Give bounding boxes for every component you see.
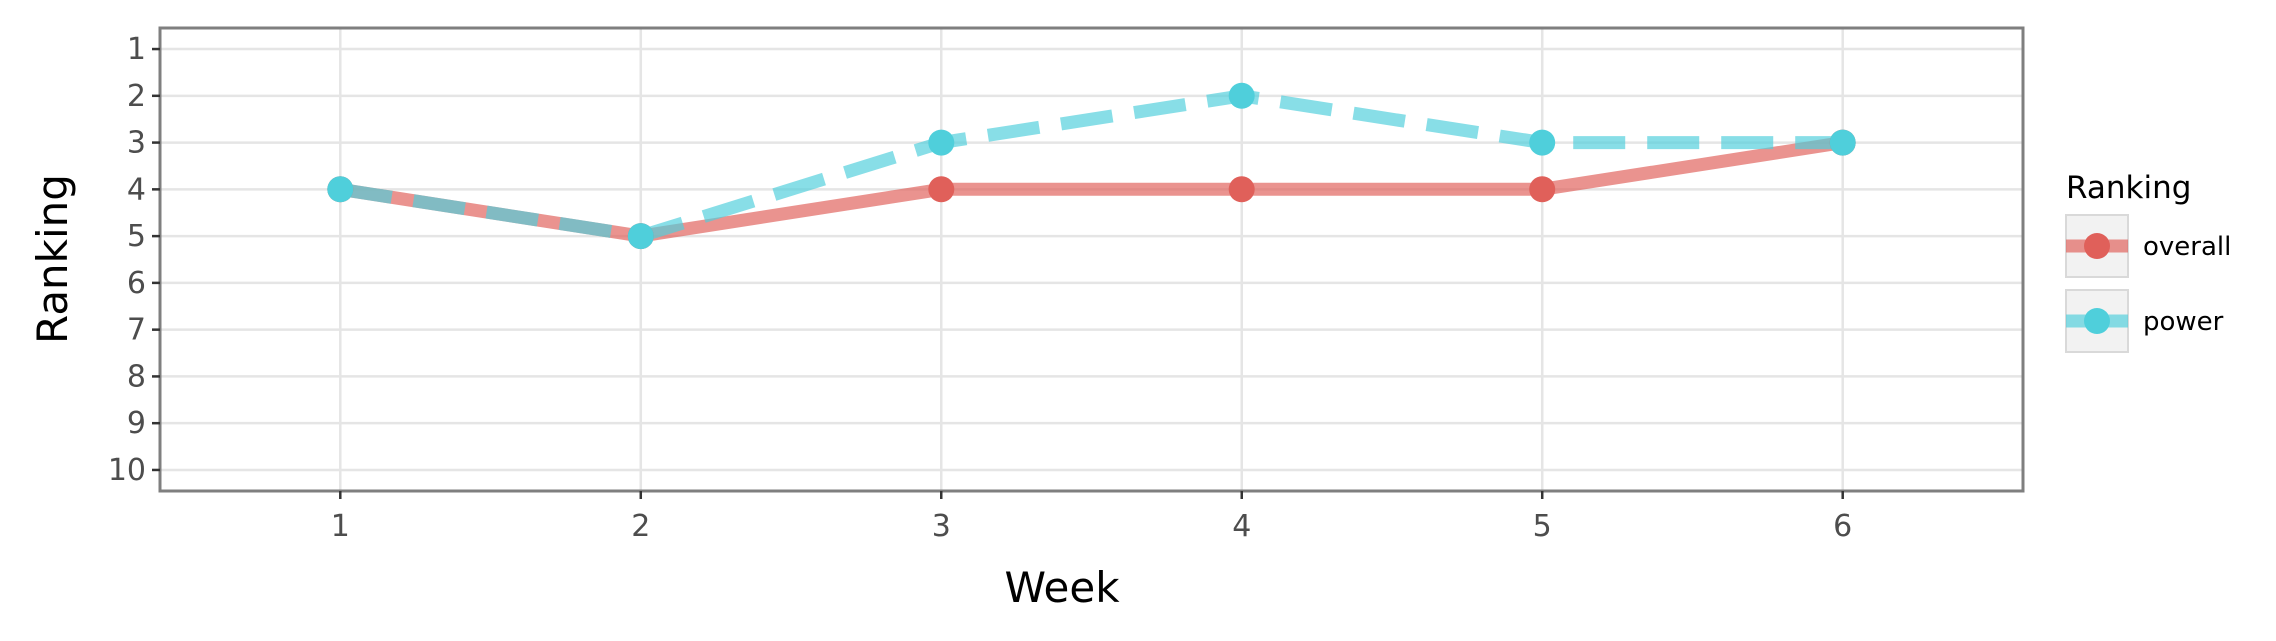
- legend-key-point: [2084, 308, 2110, 334]
- x-axis: 1 2 3 4 5 6: [331, 491, 1852, 544]
- y-tick-label: 6: [127, 266, 146, 301]
- data-point-power: [1829, 129, 1856, 156]
- y-tick-label: 7: [127, 313, 146, 348]
- y-tick-label: 9: [127, 406, 146, 441]
- series-layer: [327, 82, 1856, 250]
- x-tick-label: 6: [1833, 509, 1852, 544]
- x-tick-label: 3: [932, 509, 951, 544]
- x-tick-label: 5: [1533, 509, 1552, 544]
- x-tick-label: 1: [331, 509, 350, 544]
- plot-panel: [160, 28, 2023, 491]
- x-tick-label: 4: [1232, 509, 1251, 544]
- plot-border: [158, 26, 2025, 493]
- legend-label: overall: [2143, 232, 2231, 262]
- data-point-overall: [1529, 176, 1556, 203]
- series-line-power: [339, 89, 1843, 243]
- y-tick-label: 10: [108, 453, 146, 488]
- y-tick-label: 3: [127, 126, 146, 161]
- data-point-overall: [928, 176, 955, 203]
- legend-key-point: [2084, 233, 2110, 259]
- data-point-power: [1529, 129, 1556, 156]
- legend: Ranking overall power: [2065, 170, 2231, 353]
- legend-label: power: [2143, 307, 2224, 337]
- data-point-power: [928, 129, 955, 156]
- data-point-power: [627, 223, 654, 250]
- data-point-power: [327, 176, 354, 203]
- legend-title: Ranking: [2066, 170, 2191, 206]
- y-axis: 1 2 3 4 5 6 7 8 9 10: [108, 32, 160, 488]
- y-tick-label: 4: [127, 172, 146, 207]
- y-tick-label: 5: [127, 219, 146, 254]
- legend-item-power: power: [2065, 289, 2224, 353]
- x-axis-title: Week: [1004, 563, 1120, 612]
- y-tick-label: 8: [127, 359, 146, 394]
- legend-item-overall: overall: [2065, 214, 2231, 278]
- y-axis-title: Ranking: [28, 174, 77, 344]
- data-point-power: [1228, 82, 1255, 109]
- data-point-overall: [1228, 176, 1255, 203]
- y-tick-label: 1: [127, 32, 146, 67]
- y-tick-label: 2: [127, 79, 146, 114]
- grid-lines: [160, 28, 2023, 491]
- x-tick-label: 2: [631, 509, 650, 544]
